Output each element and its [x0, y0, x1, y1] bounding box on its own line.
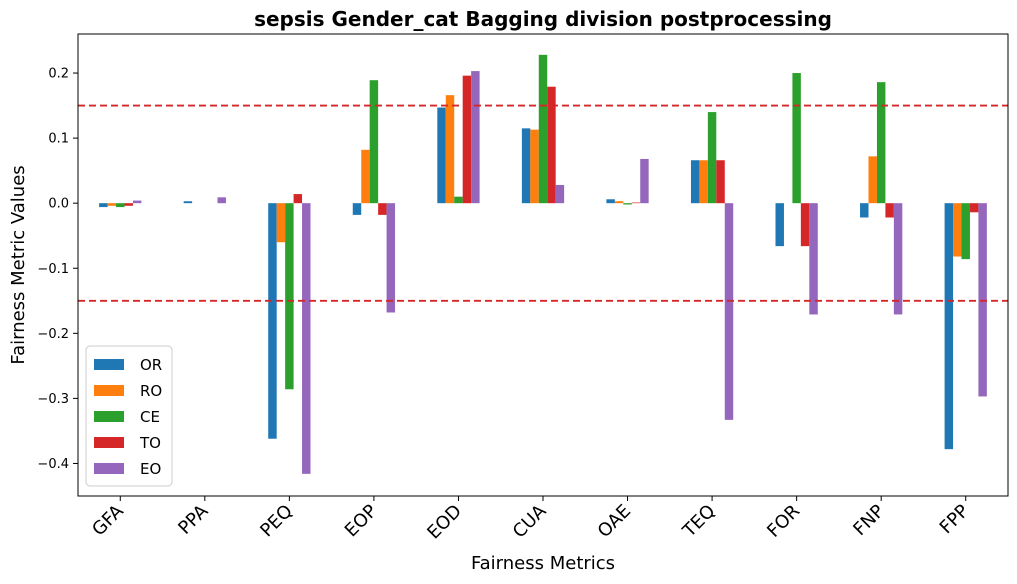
- x-tick-label-cua: CUA: [509, 500, 551, 542]
- bar-to-oae: [631, 202, 641, 204]
- bars-group: [99, 54, 987, 474]
- legend-box: [85, 345, 173, 487]
- legend-label-ro: RO: [140, 382, 162, 400]
- x-tick-label-fnp: FNP: [849, 501, 888, 540]
- bar-or-cua: [521, 128, 531, 204]
- threshold-lines: [78, 104, 1008, 302]
- bar-ce-fnp: [876, 82, 886, 204]
- x-tick-label-fpp: FPP: [936, 501, 974, 539]
- legend-label-ce: CE: [140, 408, 160, 426]
- x-axis-label: Fairness Metrics: [471, 553, 615, 574]
- bar-or-gfa: [99, 203, 108, 208]
- bar-to-eop: [378, 203, 387, 215]
- bar-ce-teq: [707, 112, 717, 204]
- y-tick-label: −0.3: [37, 392, 69, 407]
- legend-swatch-ce: [94, 411, 124, 422]
- bar-eo-eod: [471, 71, 480, 204]
- legend-swatch-eo: [94, 463, 124, 474]
- x-tick-label-oae: OAE: [594, 501, 635, 542]
- x-tick-label-eod: EOD: [423, 501, 466, 544]
- bar-eo-eop: [386, 203, 396, 313]
- y-tick-label: 0.2: [48, 67, 69, 82]
- x-tick-label-ppa: PPA: [174, 500, 213, 539]
- bar-or-ppa: [183, 201, 193, 204]
- legend-swatch-ro: [94, 385, 124, 396]
- bar-ce-gfa: [116, 203, 125, 208]
- legend-label-or: OR: [140, 356, 162, 374]
- bar-ce-peq: [285, 203, 294, 390]
- bar-eo-ppa: [217, 197, 226, 204]
- chart-title: sepsis Gender_cat Bagging division postp…: [254, 7, 832, 31]
- bar-to-fnp: [885, 203, 894, 218]
- bar-or-peq: [268, 203, 277, 439]
- bar-or-eod: [437, 107, 446, 204]
- y-tick-label: 0.1: [48, 132, 69, 147]
- bar-to-cua: [547, 86, 556, 204]
- y-tick-label: −0.4: [37, 457, 69, 472]
- bar-ro-fpp: [953, 203, 962, 257]
- y-axis-label: Fairness Metric Values: [8, 165, 29, 364]
- bar-ro-cua: [530, 129, 539, 204]
- bar-to-peq: [293, 194, 303, 204]
- bar-to-for: [800, 203, 810, 247]
- bar-ce-eop: [369, 80, 379, 204]
- x-tick-label-eop: EOP: [341, 501, 382, 542]
- bar-or-teq: [690, 160, 700, 204]
- bar-eo-fnp: [893, 203, 903, 315]
- bar-or-for: [775, 203, 784, 247]
- legend-swatch-or: [94, 359, 124, 370]
- bar-eo-cua: [555, 184, 565, 204]
- bar-ce-fpp: [961, 203, 970, 260]
- bar-ro-teq: [699, 160, 708, 204]
- bar-ce-cua: [538, 54, 548, 204]
- bar-ro-eop: [361, 149, 370, 204]
- bar-to-teq: [716, 160, 725, 204]
- y-tick-label: −0.1: [37, 262, 69, 277]
- y-axis: −0.4 −0.3 −0.2 −0.1 0.0 0.1 0.2: [37, 67, 78, 472]
- bar-or-fnp: [860, 203, 869, 218]
- bar-ce-for: [792, 73, 801, 204]
- bar-eo-for: [809, 203, 818, 315]
- legend-label-to: TO: [139, 434, 161, 452]
- bar-ro-eod: [445, 95, 455, 204]
- bar-eo-oae: [640, 158, 649, 204]
- legend: OR RO CE TO EO: [85, 345, 173, 487]
- x-tick-label-gfa: GFA: [88, 500, 128, 540]
- plot-area: [77, 33, 1009, 497]
- x-tick-label-peq: PEQ: [256, 501, 297, 542]
- bar-to-fpp: [969, 203, 979, 213]
- legend-label-eo: EO: [140, 460, 161, 478]
- bar-ro-gfa: [107, 203, 117, 206]
- bar-or-oae: [606, 199, 615, 204]
- bar-ro-oae: [614, 201, 624, 204]
- y-tick-label: 0.0: [48, 197, 69, 212]
- x-tick-label-teq: TEQ: [678, 501, 719, 542]
- bar-ce-eod: [454, 196, 463, 204]
- legend-swatch-to: [94, 437, 124, 448]
- bar-eo-gfa: [132, 200, 142, 204]
- x-axis: GFA PPA PEQ EOP EOD CUA OAE TEQ FOR FNP FPP: [88, 496, 973, 543]
- y-tick-label: −0.2: [37, 327, 69, 342]
- x-tick-label-for: FOR: [763, 501, 804, 542]
- bar-ro-peq: [276, 203, 286, 243]
- bar-ce-oae: [623, 203, 632, 205]
- bar-eo-peq: [302, 203, 311, 474]
- bar-to-gfa: [124, 203, 133, 206]
- bar-or-fpp: [944, 203, 954, 450]
- bar-or-eop: [352, 203, 362, 215]
- bar-eo-fpp: [978, 203, 987, 397]
- bar-eo-teq: [724, 203, 734, 420]
- bar-to-eod: [462, 75, 472, 204]
- bar-ro-fnp: [868, 156, 877, 204]
